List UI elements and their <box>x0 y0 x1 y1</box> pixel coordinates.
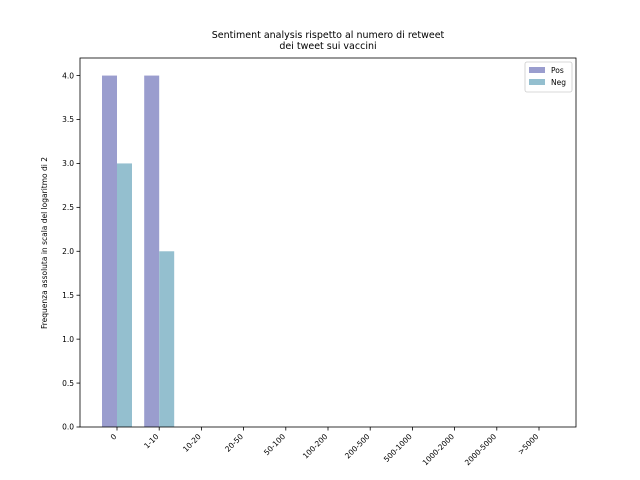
y-tick-label: 4.0 <box>62 71 74 80</box>
x-tick-label: >5000 <box>516 432 540 456</box>
x-tick-label: 2000-5000 <box>463 432 498 467</box>
y-tick-label: 3.0 <box>62 159 74 168</box>
bar-pos-1 <box>144 75 160 428</box>
x-tick-label: 1000-2000 <box>421 432 456 467</box>
y-tick-label: 0.0 <box>62 423 74 432</box>
plot-frame <box>79 57 577 428</box>
legend: Pos Neg <box>524 61 573 93</box>
y-tick-label: 2.0 <box>62 247 74 256</box>
bar-neg-0 <box>117 163 132 427</box>
chart-title-line2: dei tweet sui vaccini <box>279 41 376 52</box>
x-tick-label: 0 <box>109 432 119 442</box>
x-tick-label: 1-10 <box>142 432 161 451</box>
x-tick-label: 10-20 <box>181 432 203 454</box>
x-tick-label: 500-1000 <box>382 432 414 464</box>
chart-title-line1: Sentiment analysis rispetto al numero di… <box>212 30 445 41</box>
legend-label-neg: Neg <box>551 78 566 87</box>
x-tick-label: 200-500 <box>343 432 372 461</box>
y-tick-label: 1.5 <box>62 291 74 300</box>
x-ticks: 0 1-10 10-20 20-50 50-100 100-200 200-500 500-1… <box>109 427 541 467</box>
y-axis-label: Frequenza assoluta in scala del logaritm… <box>40 157 49 329</box>
y-tick-label: 1.0 <box>62 335 74 344</box>
legend-swatch-neg <box>529 79 545 85</box>
y-tick-label: 0.5 <box>62 379 74 388</box>
x-tick-label: 50-100 <box>262 432 287 457</box>
x-tick-label: 20-50 <box>223 432 245 454</box>
legend-box <box>524 61 573 93</box>
legend-label-pos: Pos <box>551 66 564 75</box>
y-ticks: 0.0 0.5 1.0 1.5 2.0 2.5 3.0 3.5 4.0 <box>62 71 80 432</box>
bar-pos-0 <box>102 75 117 428</box>
y-tick-label: 3.5 <box>62 115 74 124</box>
bars-group <box>102 75 175 428</box>
bar-neg-1 <box>159 251 175 427</box>
x-tick-label: 100-200 <box>301 432 330 461</box>
legend-swatch-pos <box>529 67 545 73</box>
y-tick-label: 2.5 <box>62 203 74 212</box>
